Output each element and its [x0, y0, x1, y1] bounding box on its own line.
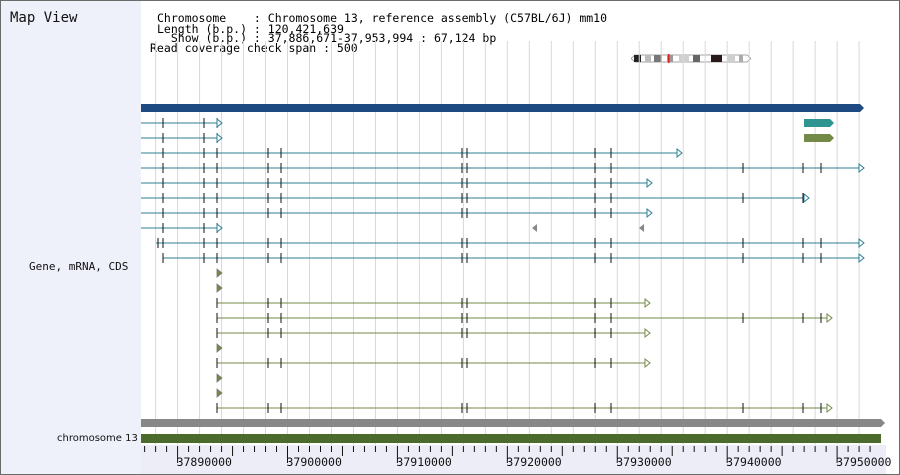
- gene-bar-arrow: [860, 104, 864, 112]
- strand-arrow: [676, 147, 683, 159]
- page-title: Map View: [10, 10, 78, 26]
- gene-bar: [141, 104, 860, 112]
- track-label-column: [1, 1, 141, 474]
- strand-arrow: [216, 117, 223, 129]
- cds-feature: [804, 134, 830, 142]
- chromosome-info: Chromosome : Chromosome 13, reference as…: [157, 11, 608, 25]
- strand-arrow: [858, 252, 865, 264]
- mrna-row: [141, 207, 653, 219]
- chromosome-track-label: chromosome 13: [57, 433, 138, 444]
- cds-stub: [216, 373, 223, 383]
- cds-row: [216, 357, 651, 369]
- axis-tick-label: 37900000: [286, 455, 342, 469]
- cds-row: [216, 312, 833, 324]
- cds-row: [216, 297, 651, 309]
- cds-stub: [216, 343, 223, 353]
- contig-gray-bar-arrow: [881, 419, 885, 427]
- mrna-row: [141, 147, 683, 159]
- mrna-row: [141, 192, 810, 204]
- strand-arrow: [644, 327, 651, 339]
- show-range-info: Show (b.p.) : 37,886,671-37,953,994 : 67…: [157, 31, 497, 45]
- cds-stub: [216, 268, 223, 278]
- strand-arrow: [858, 162, 865, 174]
- mrna-row: [141, 132, 223, 144]
- gene-mrna-cds-track-label: Gene, mRNA, CDS: [29, 260, 129, 273]
- axis-tick-label: 37930000: [616, 455, 672, 469]
- strand-arrow: [803, 192, 810, 204]
- cds-row: [216, 402, 833, 414]
- fragment-marker: [532, 224, 537, 232]
- axis-tick-label: 37950000: [836, 455, 892, 469]
- mrna-row: [141, 177, 653, 189]
- cds-stub: [216, 388, 223, 398]
- contig-green-bar: [141, 434, 881, 443]
- strand-arrow: [644, 297, 651, 309]
- coverage-info: Read coverage check span : 500: [150, 41, 358, 55]
- length-info: Length (b.p.) : 120,421,639: [157, 22, 344, 36]
- mrna-row: [156, 237, 865, 249]
- strand-arrow: [858, 237, 865, 249]
- cds-feature: [804, 119, 830, 127]
- mrna-row: [141, 162, 865, 174]
- strand-arrow: [216, 222, 223, 234]
- axis-tick-label: 37890000: [176, 455, 232, 469]
- mrna-row: [162, 252, 865, 264]
- cds-feature-arrow: [830, 134, 834, 142]
- fragment-marker: [639, 224, 644, 232]
- axis-tick-label: 37920000: [506, 455, 562, 469]
- axis-tick-label: 37940000: [726, 455, 782, 469]
- strand-arrow: [646, 207, 653, 219]
- axis-ticks: [144, 446, 871, 463]
- mrna-row: [141, 117, 223, 129]
- strand-arrow: [826, 312, 833, 324]
- strand-arrow: [826, 402, 833, 414]
- strand-arrow: [646, 177, 653, 189]
- strand-arrow: [216, 132, 223, 144]
- contig-gray-bar: [141, 419, 881, 427]
- cds-row: [216, 327, 651, 339]
- mrna-row: [141, 222, 223, 234]
- feature-tracks: [141, 104, 885, 443]
- cds-stub: [216, 283, 223, 293]
- axis-tick-label: 37910000: [396, 455, 452, 469]
- ideogram-position-marker: [668, 54, 670, 63]
- cds-feature-arrow: [830, 119, 834, 127]
- strand-arrow: [644, 357, 651, 369]
